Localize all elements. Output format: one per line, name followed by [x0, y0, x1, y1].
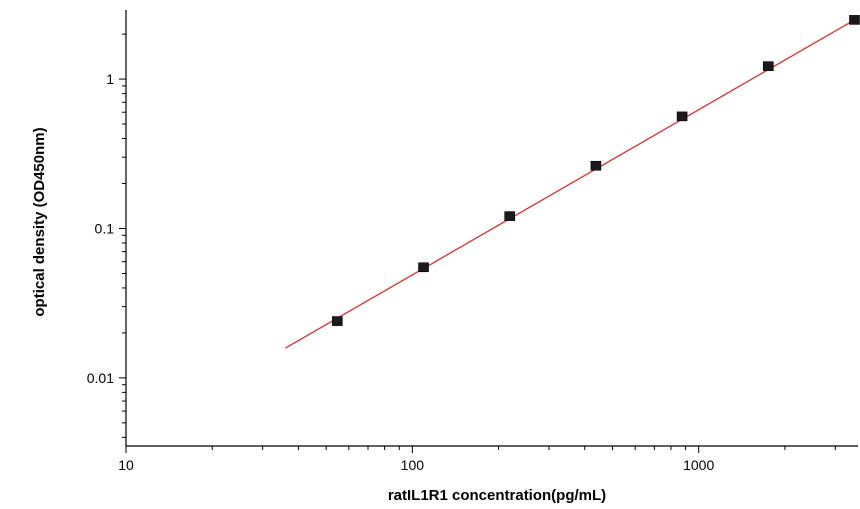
- y-tick-label: 0.1: [95, 220, 115, 236]
- data-point: [762, 61, 774, 71]
- x-axis-title: ratIL1R1 concentration(pg/mL): [388, 487, 606, 504]
- data-points: [332, 15, 860, 326]
- y-axis-title: optical density (OD450nm): [31, 127, 48, 316]
- y-tick-label: 0.01: [87, 370, 114, 386]
- data-point: [849, 15, 860, 25]
- x-tick-label: 10: [118, 457, 134, 473]
- data-point: [418, 262, 429, 273]
- y-tick-label: 1: [106, 71, 114, 87]
- data-point: [504, 211, 516, 221]
- fit-line: [284, 19, 855, 349]
- data-point: [676, 111, 688, 122]
- data-point: [332, 316, 343, 326]
- data-point: [590, 160, 602, 171]
- fit-line-group: [284, 19, 855, 349]
- x-tick-label: 1000: [683, 457, 714, 473]
- chart-axes: 10 100 1000 0.01 0.1 1: [87, 10, 858, 473]
- x-tick-label: 100: [401, 457, 425, 473]
